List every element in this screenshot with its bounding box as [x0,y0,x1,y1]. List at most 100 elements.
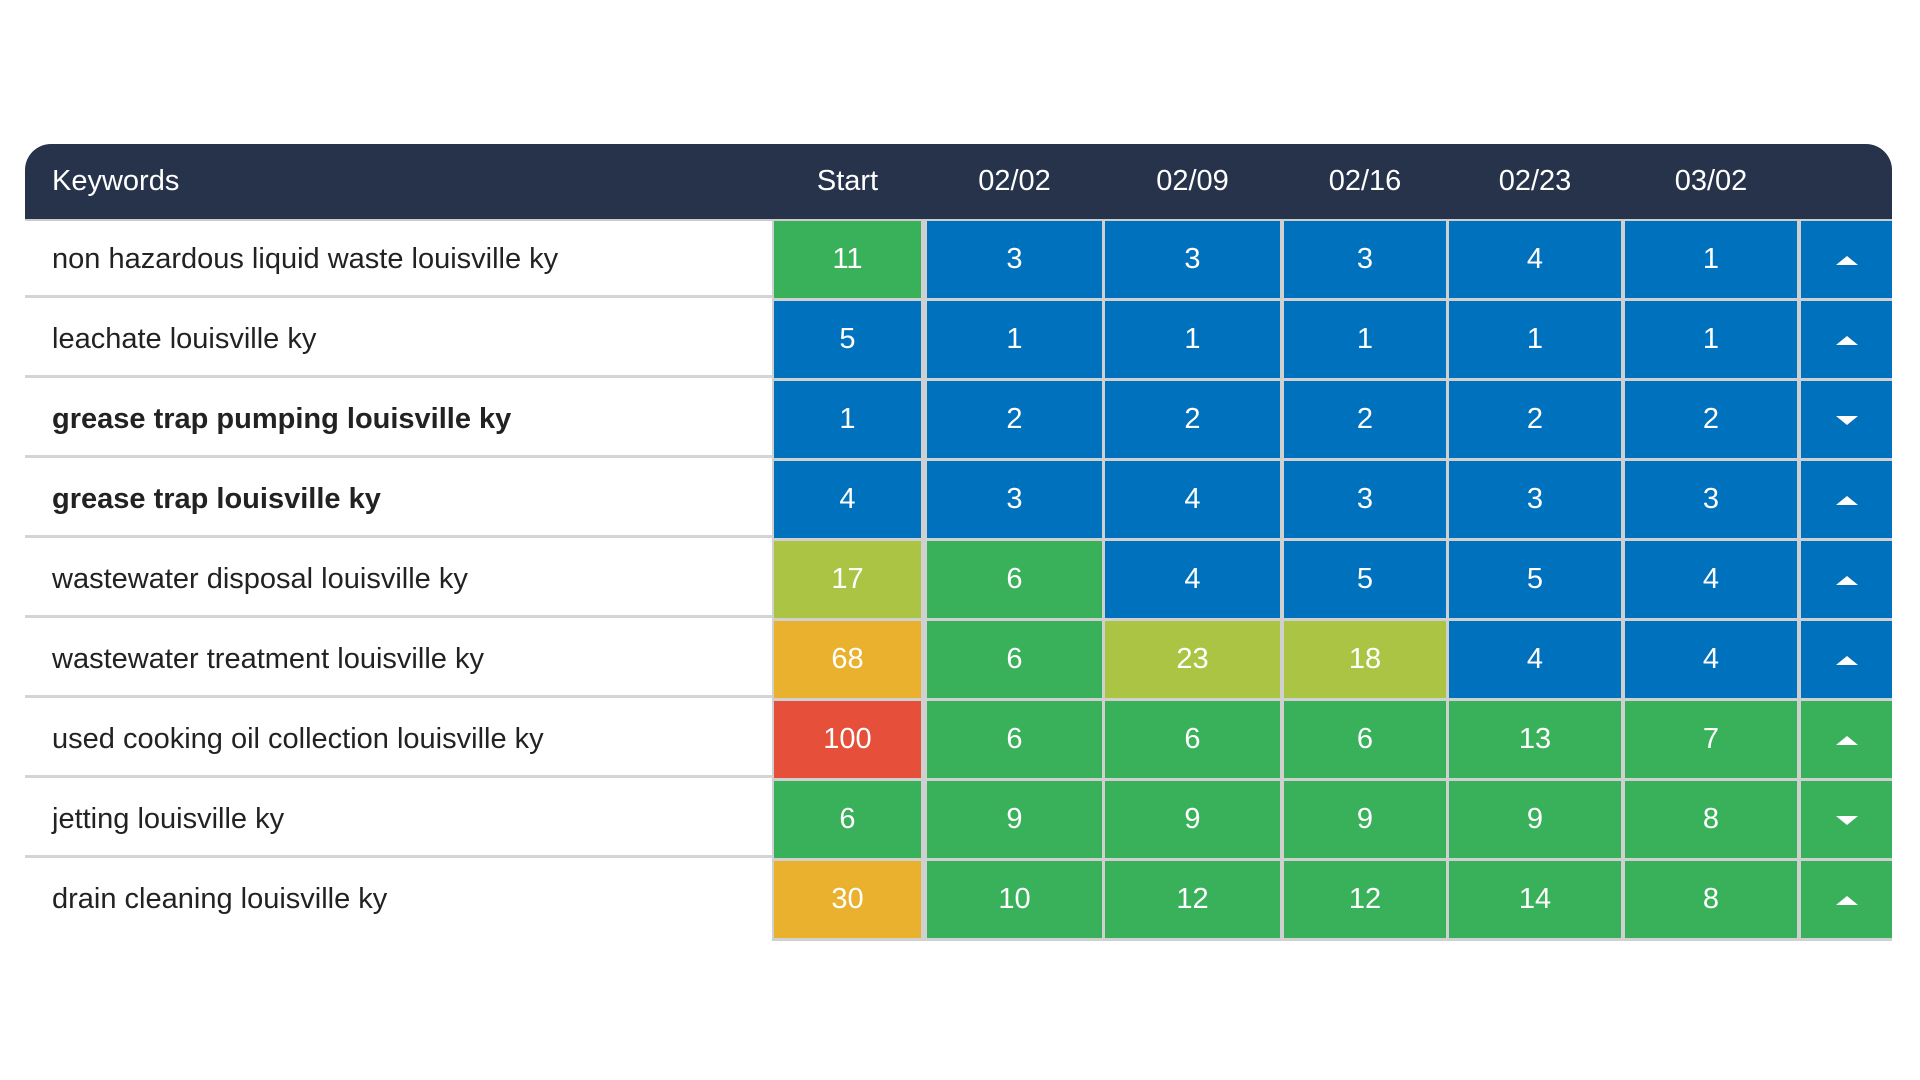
header-keywords: Keywords [52,165,180,197]
rank-cell: 3 [927,461,1102,538]
table-row: grease trap pumping louisville ky 1 2 2 2 2 2 [25,381,1892,461]
rank-cell: 9 [927,781,1102,858]
header-col-4: 02/23 [1498,165,1572,197]
rank-cell: 4 [1105,461,1280,538]
caret-up-icon [1835,655,1858,665]
rank-cell: 12 [1284,861,1446,938]
rank-cell: 4 [1105,541,1280,618]
rank-cell: 4 [1625,621,1797,698]
rank-cell: 2 [1625,381,1797,458]
table-row: wastewater disposal louisville ky 17 6 4 5 5 4 [25,541,1892,621]
rank-cell: 1 [774,381,921,458]
rank-cell: 3 [1105,221,1280,298]
table-row: used cooking oil collection louisville k… [25,701,1892,781]
rank-cell: 6 [1284,701,1446,778]
caret-down-icon [1835,415,1858,425]
rank-cell: 8 [1625,781,1797,858]
trend-cell [1801,381,1892,458]
header-col-3: 02/16 [1328,165,1402,197]
rank-cell: 1 [1105,301,1280,378]
rank-cell: 12 [1105,861,1280,938]
rank-cell: 1 [1625,221,1797,298]
rank-cell: 17 [774,541,921,618]
rank-cell: 3 [1449,461,1621,538]
trend-cell [1801,621,1892,698]
rank-cell: 6 [927,541,1102,618]
table-row: drain cleaning louisville ky 30 10 12 12 14 8 [25,861,1892,941]
rank-cell: 6 [927,701,1102,778]
rank-cell: 9 [1449,781,1621,858]
rank-cell: 4 [1625,541,1797,618]
rank-cell: 5 [1284,541,1446,618]
keyword-cell: wastewater disposal louisville ky [25,541,772,618]
caret-down-icon [1835,815,1858,825]
rank-cell: 10 [927,861,1102,938]
keyword-cell: wastewater treatment louisville ky [25,621,772,698]
keyword-cell: jetting louisville ky [25,781,772,858]
keyword-cell: used cooking oil collection louisville k… [25,701,772,778]
table-body: non hazardous liquid waste louisville ky… [25,221,1892,941]
header-col-1: 02/02 [978,165,1051,197]
rank-cell: 4 [1449,221,1621,298]
rank-cell: 5 [1449,541,1621,618]
keyword-cell: non hazardous liquid waste louisville ky [25,221,772,298]
rank-cell: 23 [1105,621,1280,698]
rank-cell: 9 [1105,781,1280,858]
rank-cell: 3 [927,221,1102,298]
rank-cell: 1 [927,301,1102,378]
rank-cell: 13 [1449,701,1621,778]
rank-cell: 2 [1449,381,1621,458]
rank-cell: 14 [1449,861,1621,938]
rank-cell: 2 [1105,381,1280,458]
rank-cell: 3 [1625,461,1797,538]
rank-cell: 11 [774,221,921,298]
table-row: wastewater treatment louisville ky 68 6 23 1… [25,621,1892,701]
keyword-cell: leachate louisville ky [25,301,772,378]
rank-cell: 1 [1284,301,1446,378]
caret-up-icon [1835,575,1858,585]
rank-cell: 5 [774,301,921,378]
trend-cell [1801,221,1892,298]
header-col-2: 02/09 [1156,165,1229,197]
rank-cell: 9 [1284,781,1446,858]
keyword-cell: grease trap pumping louisville ky [25,381,772,458]
rank-cell: 18 [1284,621,1446,698]
table-header: Keywords Start 02/02 02/09 02/16 02/23 03/02 [25,144,1892,221]
caret-up-icon [1835,895,1858,905]
rank-cell: 100 [774,701,921,778]
rank-cell: 7 [1625,701,1797,778]
rank-cell: 1 [1449,301,1621,378]
trend-cell [1801,861,1892,938]
table-row: grease trap louisville ky 4 3 4 3 3 3 [25,461,1892,541]
keyword-rankings-table: Keywords Start 02/02 02/09 02/16 02/23 03/02 … [25,144,1892,941]
header-col-0: Start [816,165,879,197]
rank-cell: 68 [774,621,921,698]
rank-cell: 2 [1284,381,1446,458]
rank-cell: 30 [774,861,921,938]
rank-cell: 3 [1284,221,1446,298]
header-col-5: 03/02 [1674,165,1748,197]
keyword-cell: grease trap louisville ky [25,461,772,538]
rank-cell: 6 [1105,701,1280,778]
caret-up-icon [1835,735,1858,745]
table-row: non hazardous liquid waste louisville ky… [25,221,1892,301]
rank-cell: 4 [1449,621,1621,698]
rank-cell: 6 [774,781,921,858]
trend-cell [1801,461,1892,538]
rank-cell: 4 [774,461,921,538]
trend-cell [1801,541,1892,618]
keyword-cell: drain cleaning louisville ky [52,883,388,915]
rank-cell: 6 [927,621,1102,698]
caret-up-icon [1835,335,1858,345]
trend-cell [1801,781,1892,858]
caret-up-icon [1835,495,1858,505]
rank-cell: 3 [1284,461,1446,538]
trend-cell [1801,301,1892,378]
rank-cell: 2 [927,381,1102,458]
rank-cell: 8 [1625,861,1797,938]
rank-cell: 1 [1625,301,1797,378]
table-row: leachate louisville ky 5 1 1 1 1 1 [25,301,1892,381]
caret-up-icon [1835,255,1858,265]
trend-cell [1801,701,1892,778]
table-row: jetting louisville ky 6 9 9 9 9 8 [25,781,1892,861]
